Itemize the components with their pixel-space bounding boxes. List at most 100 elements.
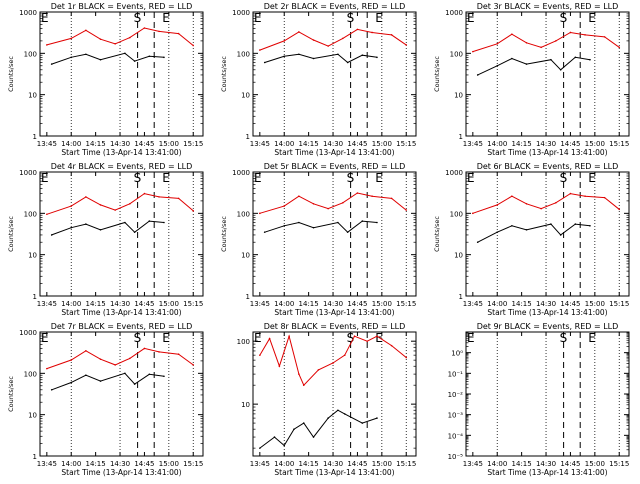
series-point [177,32,180,35]
series-point [263,61,266,64]
plot-frame [39,331,204,457]
y-tick-label: 10⁻³ [448,412,464,420]
x-tick-label: 14:00 [274,460,294,468]
plot-frame [465,171,630,297]
series-point [337,53,339,56]
series-line [259,334,407,387]
series-point [70,205,73,207]
series-point [312,226,315,229]
marker-s: S [347,331,355,345]
y-tick-label: 1000 [19,329,37,337]
x-tick-label: 14:45 [134,300,154,308]
series-point [283,55,286,58]
y-tick-label: 1 [33,453,37,461]
series-point [70,56,73,59]
series-point [390,34,393,36]
series-point [405,209,408,211]
series-point [472,50,474,53]
x-tick-label: 14:30 [536,140,556,148]
y-tick-label: 1000 [19,9,37,17]
series-point [511,224,513,227]
series-line [472,31,620,53]
series-point [148,55,151,58]
series-point [99,38,102,40]
lld-series [472,31,621,53]
x-tick-label: 14:00 [61,300,81,308]
series-point [618,46,621,49]
series-point [263,231,266,233]
marker-s: S [560,171,568,185]
series-point [618,208,621,211]
marker-e-left: E [41,331,49,345]
x-tick-label: 15:00 [372,140,392,148]
panel-title: Det 8r BLACK = Events, RED = LLD [264,322,406,331]
events-series [476,56,591,76]
x-axis-label: Start Time (13-Apr-14 13:41:00) [274,308,394,317]
marker-e-right: E [588,11,596,25]
x-axis-label: Start Time (13-Apr-14 13:41:00) [61,468,181,477]
series-point [278,365,281,368]
series-point [99,204,102,206]
x-tick-label: 14:00 [274,140,294,148]
series-point [85,196,87,198]
x-tick-label: 13:45 [463,300,483,308]
series-point [312,436,315,438]
x-tick-label: 13:45 [250,300,270,308]
y-tick-label: 100 [450,50,463,58]
x-tick-label: 14:15 [299,140,319,148]
series-point [366,340,368,342]
y-tick-label: 1 [33,133,37,141]
series-line [46,27,194,46]
series-point [99,58,102,61]
events-series [50,220,165,236]
x-tick-label: 13:45 [37,300,57,308]
y-tick-label: 1 [246,133,250,141]
series-point [298,195,300,197]
x-tick-label: 14:30 [323,140,343,148]
plot-frame [39,171,204,297]
x-tick-label: 14:45 [347,140,367,148]
series-point [259,212,261,215]
series-point [133,231,136,233]
series-point [337,409,339,412]
series-line [477,223,591,243]
x-axis-label: Start Time (13-Apr-14 13:41:00) [487,468,607,477]
marker-s: S [560,11,568,25]
series-point [298,31,300,33]
series-point [584,195,586,197]
series-point [317,369,320,371]
marker-e-right: E [588,171,596,185]
y-tick-label: 1000 [445,169,463,177]
series-point [356,28,359,31]
x-tick-label: 14:00 [487,300,507,308]
series-point [158,30,160,33]
series-point [192,44,195,47]
plot-frame [39,11,204,137]
y-axis-label: Counts/sec [220,56,228,92]
panel-title: Det 9r BLACK = Events, RED = LLD [477,322,619,331]
y-tick-label: 10 [454,252,463,260]
x-tick-label: 15:15 [396,460,416,468]
series-point [283,205,286,207]
x-axis-label: Start Time (13-Apr-14 13:41:00) [274,468,394,477]
series-point [361,220,364,222]
series-point [327,45,329,47]
series-point [46,44,48,46]
series-point [298,373,300,375]
x-tick-label: 14:45 [347,300,367,308]
x-tick-label: 14:30 [536,460,556,468]
series-point [343,354,346,356]
series-point [143,347,146,350]
marker-s: S [560,331,568,345]
x-tick-label: 14:15 [86,460,106,468]
marker-e-right: E [162,11,170,25]
series-line [51,220,165,236]
series-point [283,444,286,447]
series-point [158,196,160,198]
series-point [124,221,126,224]
series-point [569,192,572,195]
x-tick-label: 14:30 [323,460,343,468]
series-point [192,364,195,366]
